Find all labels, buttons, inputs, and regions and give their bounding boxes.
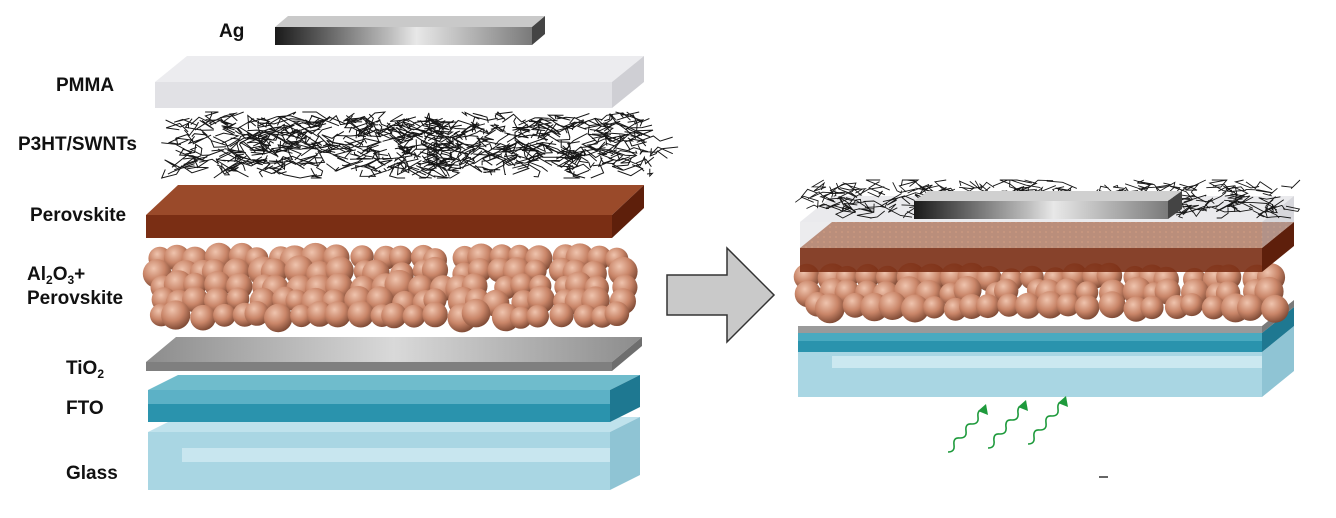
assembled-device	[793, 179, 1301, 397]
arrow-right-icon	[666, 246, 776, 344]
label-pmma: PMMA	[56, 75, 115, 96]
fto-layer	[148, 375, 640, 422]
pmma-layer	[155, 56, 644, 108]
tio2-layer	[146, 337, 642, 371]
light-wave-icon	[947, 396, 1068, 453]
glass-layer	[148, 417, 640, 490]
perovskite-layer	[146, 185, 644, 238]
label-fto: FTO	[66, 398, 104, 419]
label-glass: Glass	[66, 463, 118, 484]
label-p3ht-swnts: P3HT/SWNTs	[18, 134, 137, 155]
label-al2o3-perovskite: Al2O3+	[27, 264, 86, 287]
p3ht-swnts-layer	[160, 111, 679, 179]
label-al2o3-perovskite-line2: Perovskite	[27, 288, 124, 309]
small-dash-mark	[1099, 476, 1108, 478]
label-ag: Ag	[219, 21, 245, 42]
label-perovskite: Perovskite	[30, 205, 127, 226]
ag-layer	[275, 16, 545, 45]
label-tio2: TiO2	[66, 358, 105, 381]
al2o3-perovskite-layer	[142, 242, 638, 333]
